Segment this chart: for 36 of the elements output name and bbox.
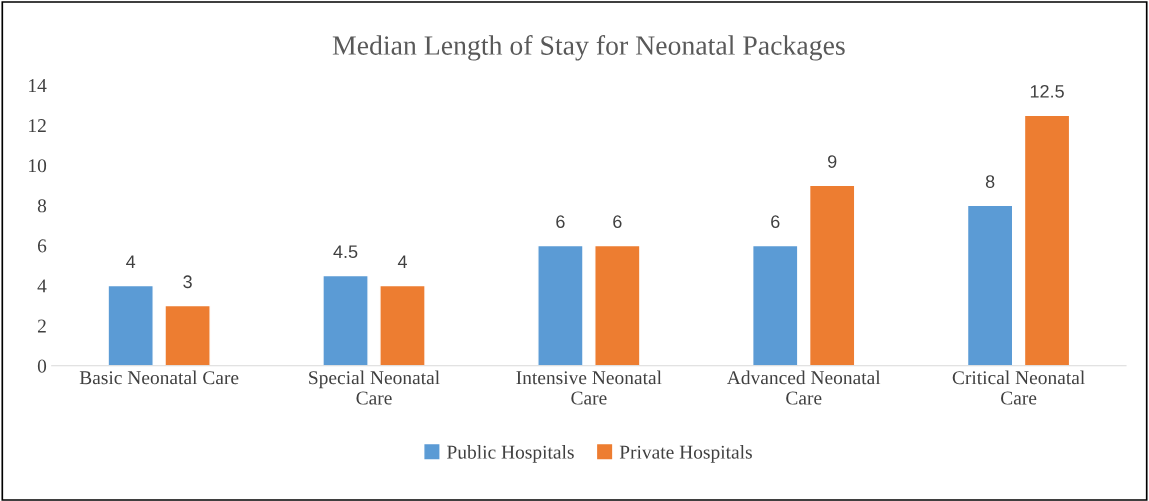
x-tick-label: Advanced Neonatal Care	[726, 370, 881, 405]
legend-label: Public Hospitals	[447, 445, 574, 463]
bar	[537, 244, 584, 366]
bar	[379, 284, 426, 366]
data-label: 6	[613, 215, 622, 229]
data-label: 4	[397, 255, 407, 268]
legend-label: Private Hospitals	[619, 445, 752, 463]
y-tick-label: 8	[37, 199, 47, 213]
data-label: 8	[985, 175, 995, 188]
bar	[808, 184, 856, 366]
x-tick-label: Special Neonatal Care	[309, 370, 440, 405]
y-tick-label: 6	[37, 239, 47, 253]
x-tick-label: Basic Neonatal Care	[79, 370, 239, 385]
bar	[1023, 114, 1071, 366]
bar	[322, 274, 369, 366]
y-tick-label: 14	[29, 79, 47, 92]
y-tick-label: 10	[29, 159, 47, 173]
data-label: 4.5	[333, 245, 358, 259]
y-tick-label: 2	[37, 319, 46, 333]
bar	[752, 244, 799, 366]
data-label: 6	[556, 215, 565, 229]
data-label: 6	[771, 215, 780, 229]
bar	[966, 204, 1014, 366]
data-label: 12.5	[1030, 84, 1064, 98]
data-label: 9	[828, 155, 837, 168]
y-tick-label: 12	[29, 119, 46, 132]
x-tick-label: Critical Neonatal Care	[952, 370, 1085, 405]
y-tick-label: 4	[37, 279, 47, 293]
bar	[594, 244, 641, 366]
x-tick-label: Intensive Neonatal Care	[516, 370, 662, 405]
data-label: 4	[126, 255, 136, 268]
bar	[107, 284, 154, 366]
y-tick-label: 0	[37, 359, 47, 373]
chart-title: Median Length of Stay for Neonatal Packages	[332, 35, 845, 61]
bar	[164, 304, 211, 366]
data-label: 3	[183, 275, 192, 289]
